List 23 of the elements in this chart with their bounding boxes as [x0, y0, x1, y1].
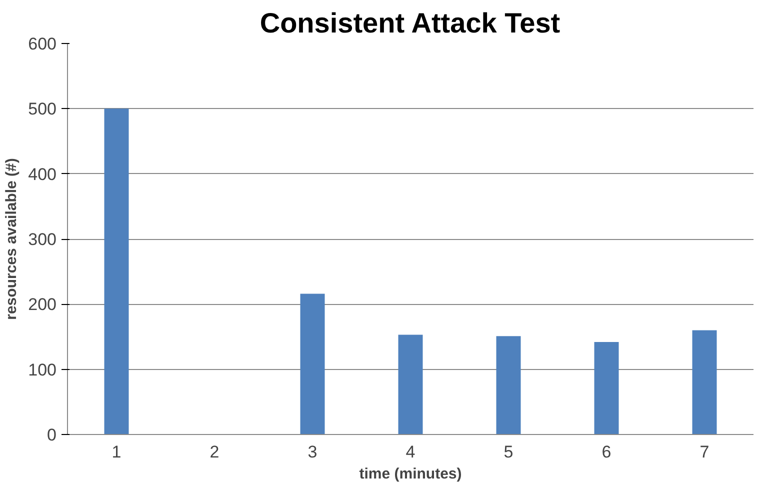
y-tick-label: 0: [47, 426, 57, 444]
x-tick-label: 4: [406, 442, 416, 462]
x-tick-label: 6: [602, 442, 612, 462]
bar: [398, 334, 423, 434]
x-tick-label: 1: [112, 442, 122, 462]
bar: [104, 108, 129, 434]
y-tick-label: 300: [28, 230, 57, 249]
x-tick-label: 5: [504, 442, 514, 462]
y-tick-label: 100: [28, 360, 57, 380]
bar: [692, 330, 717, 434]
bar: [594, 342, 619, 434]
x-tick-label: 3: [308, 442, 318, 462]
x-tick-label: 2: [210, 442, 220, 462]
y-tick-label: 500: [28, 100, 57, 119]
x-tick-label: 7: [700, 442, 710, 462]
x-axis-title: time (minutes): [359, 466, 462, 482]
y-axis-title: resources available (#): [3, 158, 20, 320]
chart-title: Consistent Attack Test: [260, 8, 560, 38]
y-tick-label: 600: [28, 34, 57, 54]
bar: [496, 336, 521, 434]
bar: [300, 294, 325, 434]
y-tick-label: 200: [28, 295, 57, 314]
y-tick-label: 400: [28, 164, 57, 184]
